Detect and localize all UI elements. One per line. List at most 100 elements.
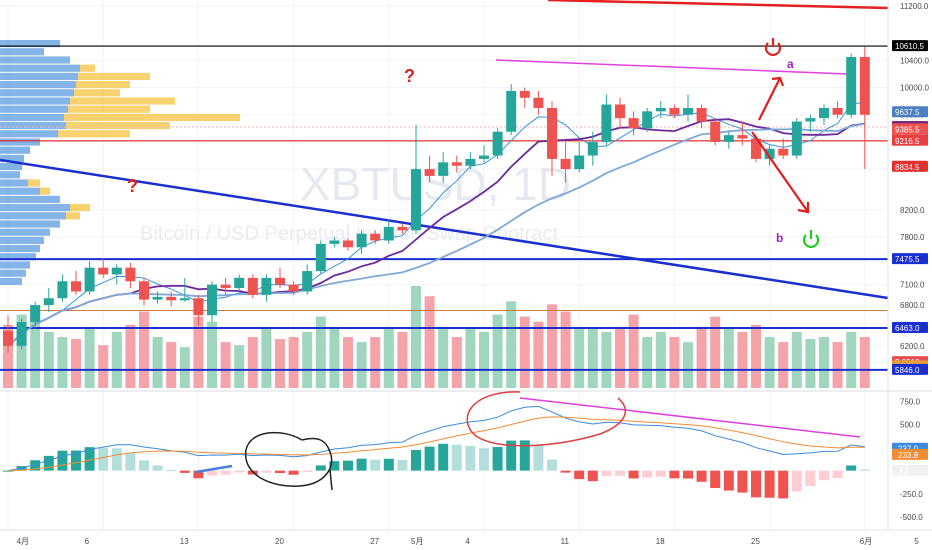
volume-profile-bar-up <box>0 130 58 138</box>
volume-profile-bar-up <box>0 81 76 89</box>
macd-histogram-bar <box>832 470 843 478</box>
price-tick-label: 6200.0 <box>900 342 925 351</box>
volume-profile-bar-up <box>0 64 80 72</box>
candle-body <box>601 104 612 142</box>
hand-drawn-circle-red <box>466 391 627 447</box>
macd-histogram-bar <box>737 470 748 493</box>
time-tick-label: 25 <box>751 537 760 546</box>
price-tag-bg <box>892 40 928 52</box>
macd-histogram-bar <box>710 470 721 489</box>
volume-bar <box>411 286 421 388</box>
annotations: ?? a b <box>127 38 820 248</box>
candle-body <box>98 267 109 275</box>
time-tick-label: 6 <box>85 537 90 546</box>
candle-body <box>193 298 204 316</box>
volume-profile-bar-up <box>0 245 40 253</box>
macd-histogram-bar <box>3 470 13 472</box>
moving-average-line <box>7 102 865 347</box>
volume-profile-bar-down <box>68 105 150 113</box>
volume-profile-bar-up <box>0 277 22 285</box>
price-tag-label: 5846.0 <box>895 366 920 375</box>
volume-bar <box>519 316 530 388</box>
volume-bar <box>791 331 802 388</box>
volume-bar <box>57 337 68 388</box>
volume-profile-bar-up <box>0 187 40 195</box>
volume-bar <box>723 328 734 388</box>
price-tag-bg <box>892 321 928 333</box>
volume-profile-bar-up <box>0 48 44 56</box>
macd-histogram-bar <box>506 440 517 471</box>
magenta-trendline <box>495 59 849 75</box>
macd-histogram-bar <box>220 470 231 475</box>
macd-histogram-bar <box>791 470 802 492</box>
candle-body <box>411 169 421 231</box>
candle-body <box>628 118 639 129</box>
price-tag-label: 7475.5 <box>895 255 920 264</box>
candle-body <box>234 277 245 289</box>
volume-bar <box>465 328 476 388</box>
candle-body <box>356 233 367 248</box>
volume-profile-bar-up <box>0 195 60 203</box>
candle-body <box>547 107 557 159</box>
volume-bar <box>152 337 163 388</box>
candle-body <box>710 121 721 142</box>
candle-body <box>479 155 489 159</box>
candle-body <box>655 107 666 112</box>
volume-bar <box>193 316 204 388</box>
macd-histogram-bar <box>125 452 136 471</box>
macd-histogram-bar <box>601 470 612 476</box>
candle-body <box>846 56 857 115</box>
macd-histogram-bar <box>751 470 761 498</box>
macd-histogram-bar <box>57 450 68 471</box>
macd-line <box>7 405 865 472</box>
volume-profile-bar-down <box>80 64 95 72</box>
volume-bar <box>846 331 857 388</box>
candle-body <box>832 107 843 115</box>
volume-profile-bar-up <box>0 72 78 80</box>
price-tag-label: 9216.5 <box>895 137 920 146</box>
volume-bar <box>683 342 693 388</box>
macd-histogram-bar <box>139 460 149 471</box>
price-tag-bg <box>892 123 928 135</box>
volume-bar <box>506 301 517 388</box>
volume-bar <box>16 314 27 388</box>
macd-histogram-bar <box>288 470 299 475</box>
macd-histogram-bar <box>574 470 585 480</box>
annotation-label-b: b <box>776 231 783 245</box>
macd-tag-bg <box>892 448 928 460</box>
volume-bar <box>43 331 54 388</box>
macd-signal-line <box>7 416 865 472</box>
volume-profile-bar-up <box>0 138 40 146</box>
volume-bar <box>397 331 408 388</box>
volume-bar <box>655 331 666 388</box>
candle-body <box>859 56 870 115</box>
macd-histogram-bar <box>642 470 653 478</box>
macd-histogram-bar <box>424 446 435 471</box>
volume-bar <box>261 326 272 388</box>
candle-body <box>805 118 816 122</box>
volume-bar <box>329 326 340 388</box>
volume-bar <box>139 311 149 388</box>
macd-histogram-bar <box>30 460 41 471</box>
candle-body <box>261 277 272 295</box>
volume-bar <box>451 337 462 388</box>
time-tick-label: 11 <box>561 537 570 546</box>
macd-histogram-bar <box>479 448 489 471</box>
macd-histogram-bar <box>465 446 476 471</box>
macd-histogram-bar <box>315 465 326 471</box>
volume-profile-bar-up <box>0 105 68 113</box>
candle-body <box>302 271 313 292</box>
price-tag-label: 8834.5 <box>895 163 920 172</box>
macd-histogram-bar <box>193 470 204 479</box>
volume-bar <box>642 337 653 388</box>
candle-body <box>424 169 435 176</box>
macd-histogram-bar <box>683 470 693 479</box>
volume-profile-bar-up <box>0 228 50 236</box>
time-tick-label: 20 <box>275 537 284 546</box>
annotation-question-mark: ? <box>127 176 138 196</box>
macd-histogram-bar <box>846 465 857 471</box>
candle-body <box>778 148 789 156</box>
candle-body <box>587 141 598 156</box>
time-tick-label: 27 <box>370 537 379 546</box>
